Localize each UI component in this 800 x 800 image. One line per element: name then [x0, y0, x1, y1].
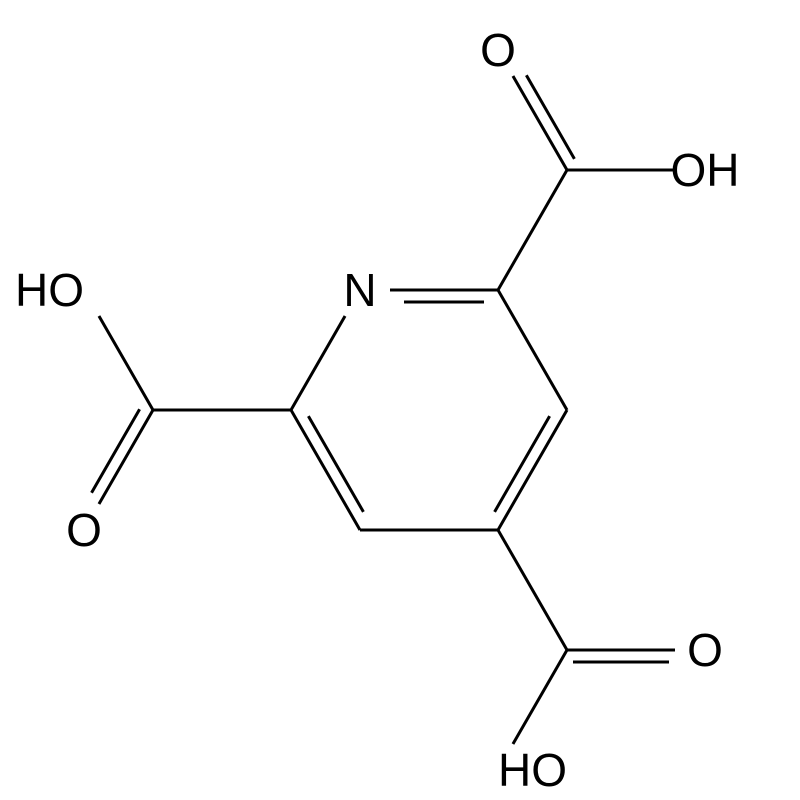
bond	[92, 409, 140, 493]
bond	[526, 75, 574, 159]
atom-label-n: N	[343, 264, 376, 316]
atom-label-oh: OH	[671, 144, 740, 196]
atom-label-o: O	[687, 624, 723, 676]
bond	[498, 170, 567, 290]
bond	[498, 290, 567, 410]
bond	[99, 316, 153, 410]
bond	[291, 410, 360, 530]
bond	[495, 416, 550, 512]
bond	[291, 316, 345, 410]
bond	[99, 410, 153, 504]
molecule-diagram: N O OH O HO HO O	[0, 0, 800, 800]
bond	[513, 650, 567, 744]
bond	[308, 416, 363, 512]
atom-label-oh: HO	[498, 744, 567, 796]
bond	[498, 530, 567, 650]
bond	[498, 410, 567, 530]
atom-label-o: O	[66, 504, 102, 556]
atom-label-oh: HO	[15, 264, 84, 316]
bond	[513, 76, 567, 170]
atom-label-o: O	[480, 24, 516, 76]
